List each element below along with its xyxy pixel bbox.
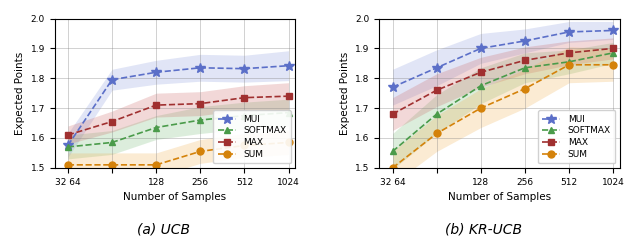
Line: MUI: MUI xyxy=(63,61,293,150)
SUM xyxy=(285,141,292,144)
MUI xyxy=(152,71,160,74)
MAX xyxy=(388,113,396,115)
Legend: MUI, SOFTMAX, MAX, SUM: MUI, SOFTMAX, MAX, SUM xyxy=(213,110,291,163)
SUM xyxy=(64,164,72,166)
SOFTMAX xyxy=(64,146,72,148)
Y-axis label: Expected Points: Expected Points xyxy=(15,51,25,135)
SUM xyxy=(477,107,484,110)
MUI xyxy=(477,47,484,50)
MUI xyxy=(565,30,573,33)
MAX xyxy=(241,96,248,99)
Legend: MUI, SOFTMAX, MAX, SUM: MUI, SOFTMAX, MAX, SUM xyxy=(538,110,615,163)
SUM xyxy=(388,166,396,169)
MAX xyxy=(152,104,160,106)
MAX xyxy=(285,95,292,97)
Line: MUI: MUI xyxy=(388,25,618,92)
MUI xyxy=(64,144,72,147)
SUM xyxy=(565,63,573,66)
SUM xyxy=(433,132,440,135)
X-axis label: Number of Samples: Number of Samples xyxy=(124,192,227,202)
MAX xyxy=(64,134,72,136)
MAX xyxy=(477,71,484,74)
Line: SOFTMAX: SOFTMAX xyxy=(65,109,292,150)
MAX xyxy=(609,47,617,50)
SOFTMAX xyxy=(521,66,529,69)
Line: SUM: SUM xyxy=(389,61,617,171)
SOFTMAX xyxy=(609,51,617,54)
MUI xyxy=(521,39,529,42)
MAX xyxy=(565,51,573,54)
MAX xyxy=(433,89,440,92)
MUI xyxy=(609,29,617,32)
SUM xyxy=(609,63,617,66)
SOFTMAX xyxy=(196,119,204,122)
SOFTMAX xyxy=(388,150,396,153)
Y-axis label: Expected Points: Expected Points xyxy=(340,51,349,135)
MUI xyxy=(241,67,248,70)
SUM xyxy=(241,144,248,147)
MUI xyxy=(196,66,204,69)
Line: MAX: MAX xyxy=(65,93,292,139)
SOFTMAX xyxy=(241,114,248,117)
MUI xyxy=(108,78,116,81)
MAX xyxy=(521,59,529,62)
SUM xyxy=(521,87,529,90)
SOFTMAX xyxy=(152,126,160,129)
SUM xyxy=(108,164,116,166)
Text: (b) KR-UCB: (b) KR-UCB xyxy=(445,223,522,236)
SUM xyxy=(196,150,204,153)
SOFTMAX xyxy=(433,113,440,115)
Line: SUM: SUM xyxy=(65,139,292,168)
SOFTMAX xyxy=(565,60,573,63)
SOFTMAX xyxy=(477,84,484,87)
MUI xyxy=(388,86,396,88)
SOFTMAX xyxy=(285,111,292,114)
MAX xyxy=(108,120,116,123)
X-axis label: Number of Samples: Number of Samples xyxy=(448,192,551,202)
SOFTMAX xyxy=(108,141,116,144)
SUM xyxy=(152,164,160,166)
Text: (a) UCB: (a) UCB xyxy=(137,223,189,236)
Line: MAX: MAX xyxy=(389,45,617,118)
MUI xyxy=(433,66,440,69)
MUI xyxy=(285,64,292,67)
MAX xyxy=(196,102,204,105)
Line: SOFTMAX: SOFTMAX xyxy=(389,49,617,155)
